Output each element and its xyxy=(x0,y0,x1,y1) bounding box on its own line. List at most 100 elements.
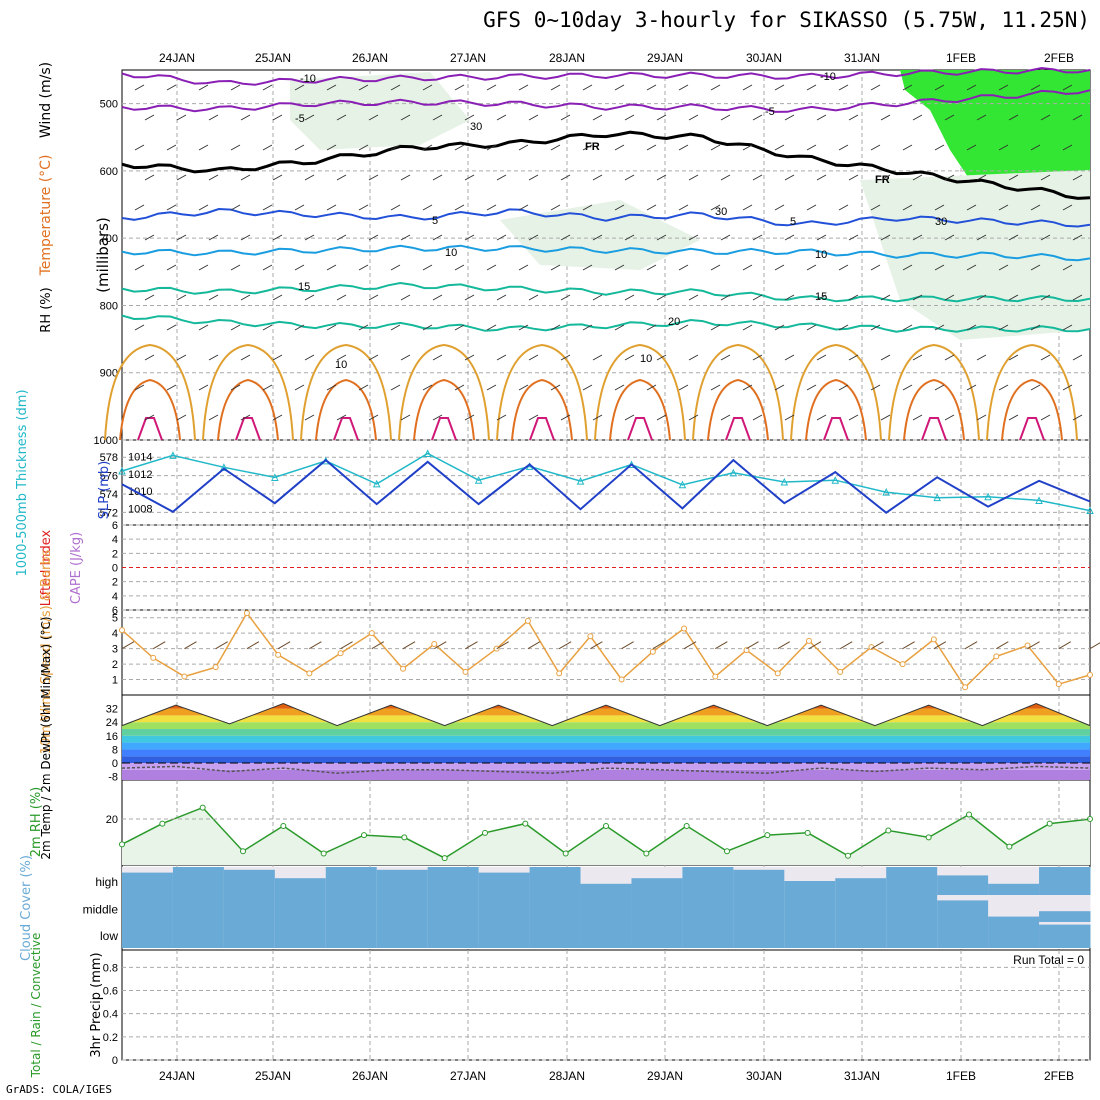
wind-barb xyxy=(848,114,859,121)
warm-contour xyxy=(707,378,769,441)
wind-barb xyxy=(806,384,817,391)
wind-barb xyxy=(294,144,305,151)
wind-barb xyxy=(432,354,443,361)
wind-barb xyxy=(838,384,849,391)
wind-barb xyxy=(816,114,827,121)
cloud-cell-middle xyxy=(376,895,429,922)
wind-barb xyxy=(464,234,475,241)
wind-barb xyxy=(454,84,465,91)
wind-barb xyxy=(656,114,667,121)
wind-speed-point xyxy=(1024,642,1031,649)
wind-barb xyxy=(496,234,507,241)
cloud-cell-middle xyxy=(223,895,276,922)
wind-speed-point xyxy=(774,670,781,677)
wind-barb xyxy=(208,114,219,121)
wind-barb xyxy=(944,294,955,301)
wind-barb xyxy=(144,414,155,421)
wind-speed-point xyxy=(681,625,688,632)
cloud-cell-low xyxy=(631,922,683,948)
temp-color-band xyxy=(122,695,1090,702)
wind-barb xyxy=(720,354,731,361)
date-label-bottom: 30JAN xyxy=(746,1069,782,1083)
wind-barb-10m xyxy=(996,641,1009,650)
wind-barb xyxy=(614,144,625,151)
wind-barb xyxy=(902,204,913,211)
wind-barb xyxy=(838,264,849,271)
cloud-cell-low xyxy=(835,922,887,948)
wind-barb xyxy=(902,264,913,271)
thickness-tick-label: 578 xyxy=(100,452,118,464)
wind-barb xyxy=(774,324,785,331)
wind-barb xyxy=(998,264,1009,271)
wind-barb xyxy=(368,294,379,301)
wind-barb xyxy=(912,114,923,121)
wind-barb-10m xyxy=(402,641,416,650)
wind-barb-10m xyxy=(527,641,541,650)
wind-barb xyxy=(966,384,977,391)
wind-barb xyxy=(614,324,625,331)
wind-barb-10m xyxy=(590,641,603,650)
temp-color-band xyxy=(122,756,1090,763)
wind-barb xyxy=(998,324,1009,331)
wind-barb xyxy=(784,174,795,181)
warm-contour xyxy=(1001,378,1063,441)
wind-barb xyxy=(976,174,987,181)
precip-tick-label: 0.4 xyxy=(103,1009,118,1021)
rh-moist-area xyxy=(500,200,700,270)
wind-barb xyxy=(432,114,443,121)
wind-barb xyxy=(1030,324,1041,331)
warm-contour xyxy=(609,378,671,441)
wind-barb xyxy=(582,84,593,91)
wind-barb xyxy=(934,324,945,331)
wind-barb xyxy=(336,414,347,421)
thickness-point xyxy=(729,468,738,477)
wind-barb xyxy=(400,354,411,361)
contour-label: 15 xyxy=(815,291,827,303)
wind-barb xyxy=(752,294,763,301)
contour-label: FR xyxy=(585,141,600,153)
wind-barb xyxy=(582,384,593,391)
wind-barb xyxy=(454,384,465,391)
date-label-bottom: 25JAN xyxy=(255,1069,291,1083)
wind-barb xyxy=(166,384,177,391)
wind-barb xyxy=(646,84,657,91)
wind-barb-10m xyxy=(715,641,728,650)
wind-barb xyxy=(870,204,881,211)
wind-barb xyxy=(336,114,347,121)
warm-contour xyxy=(300,343,392,441)
wind-barb xyxy=(880,114,891,121)
wind-barb xyxy=(464,174,475,181)
contour-label: 5 xyxy=(790,216,796,228)
axis-labels: (millibars) Wind (m/s) Temperature (°C) RH … xyxy=(15,62,112,1078)
wind-barb xyxy=(464,414,475,421)
wind10m-ylabel: 10m Wind Speed (m/s) & Barbs xyxy=(39,549,54,754)
wind-tick-label: 3 xyxy=(112,644,118,656)
cloud-cell-middle xyxy=(835,895,887,922)
temp-color-band xyxy=(122,763,1090,770)
wind-barb xyxy=(550,264,561,271)
wind-barb xyxy=(144,234,155,241)
cloud-cell-high xyxy=(427,867,480,895)
wind-barb xyxy=(304,174,315,181)
warm-contour xyxy=(104,343,196,441)
rh-point xyxy=(240,848,246,855)
wind-barb xyxy=(1040,114,1051,121)
cloud-cell-middle xyxy=(172,895,225,922)
wind-barb xyxy=(976,234,987,241)
wind-barb xyxy=(560,414,571,421)
wind-barb xyxy=(646,324,657,331)
precip-tick-label: 0.8 xyxy=(103,962,118,974)
cloud-cell-low xyxy=(172,922,225,948)
wind-barb xyxy=(166,204,177,211)
cloud-cell-high xyxy=(937,875,989,895)
lifted-index-panel: 6 4 2 0 2 4 6 xyxy=(112,520,1090,617)
lifted-index-ylabel: Lifted Index xyxy=(39,529,54,606)
wind-barb xyxy=(518,324,529,331)
cloud-cell-high xyxy=(631,878,683,895)
temp-color-band xyxy=(122,715,1090,723)
wind-barb xyxy=(742,384,753,391)
wind-barb xyxy=(176,354,187,361)
wind-barb xyxy=(624,114,635,121)
wind-barb xyxy=(710,204,721,211)
cloud-cell-middle xyxy=(325,895,378,922)
